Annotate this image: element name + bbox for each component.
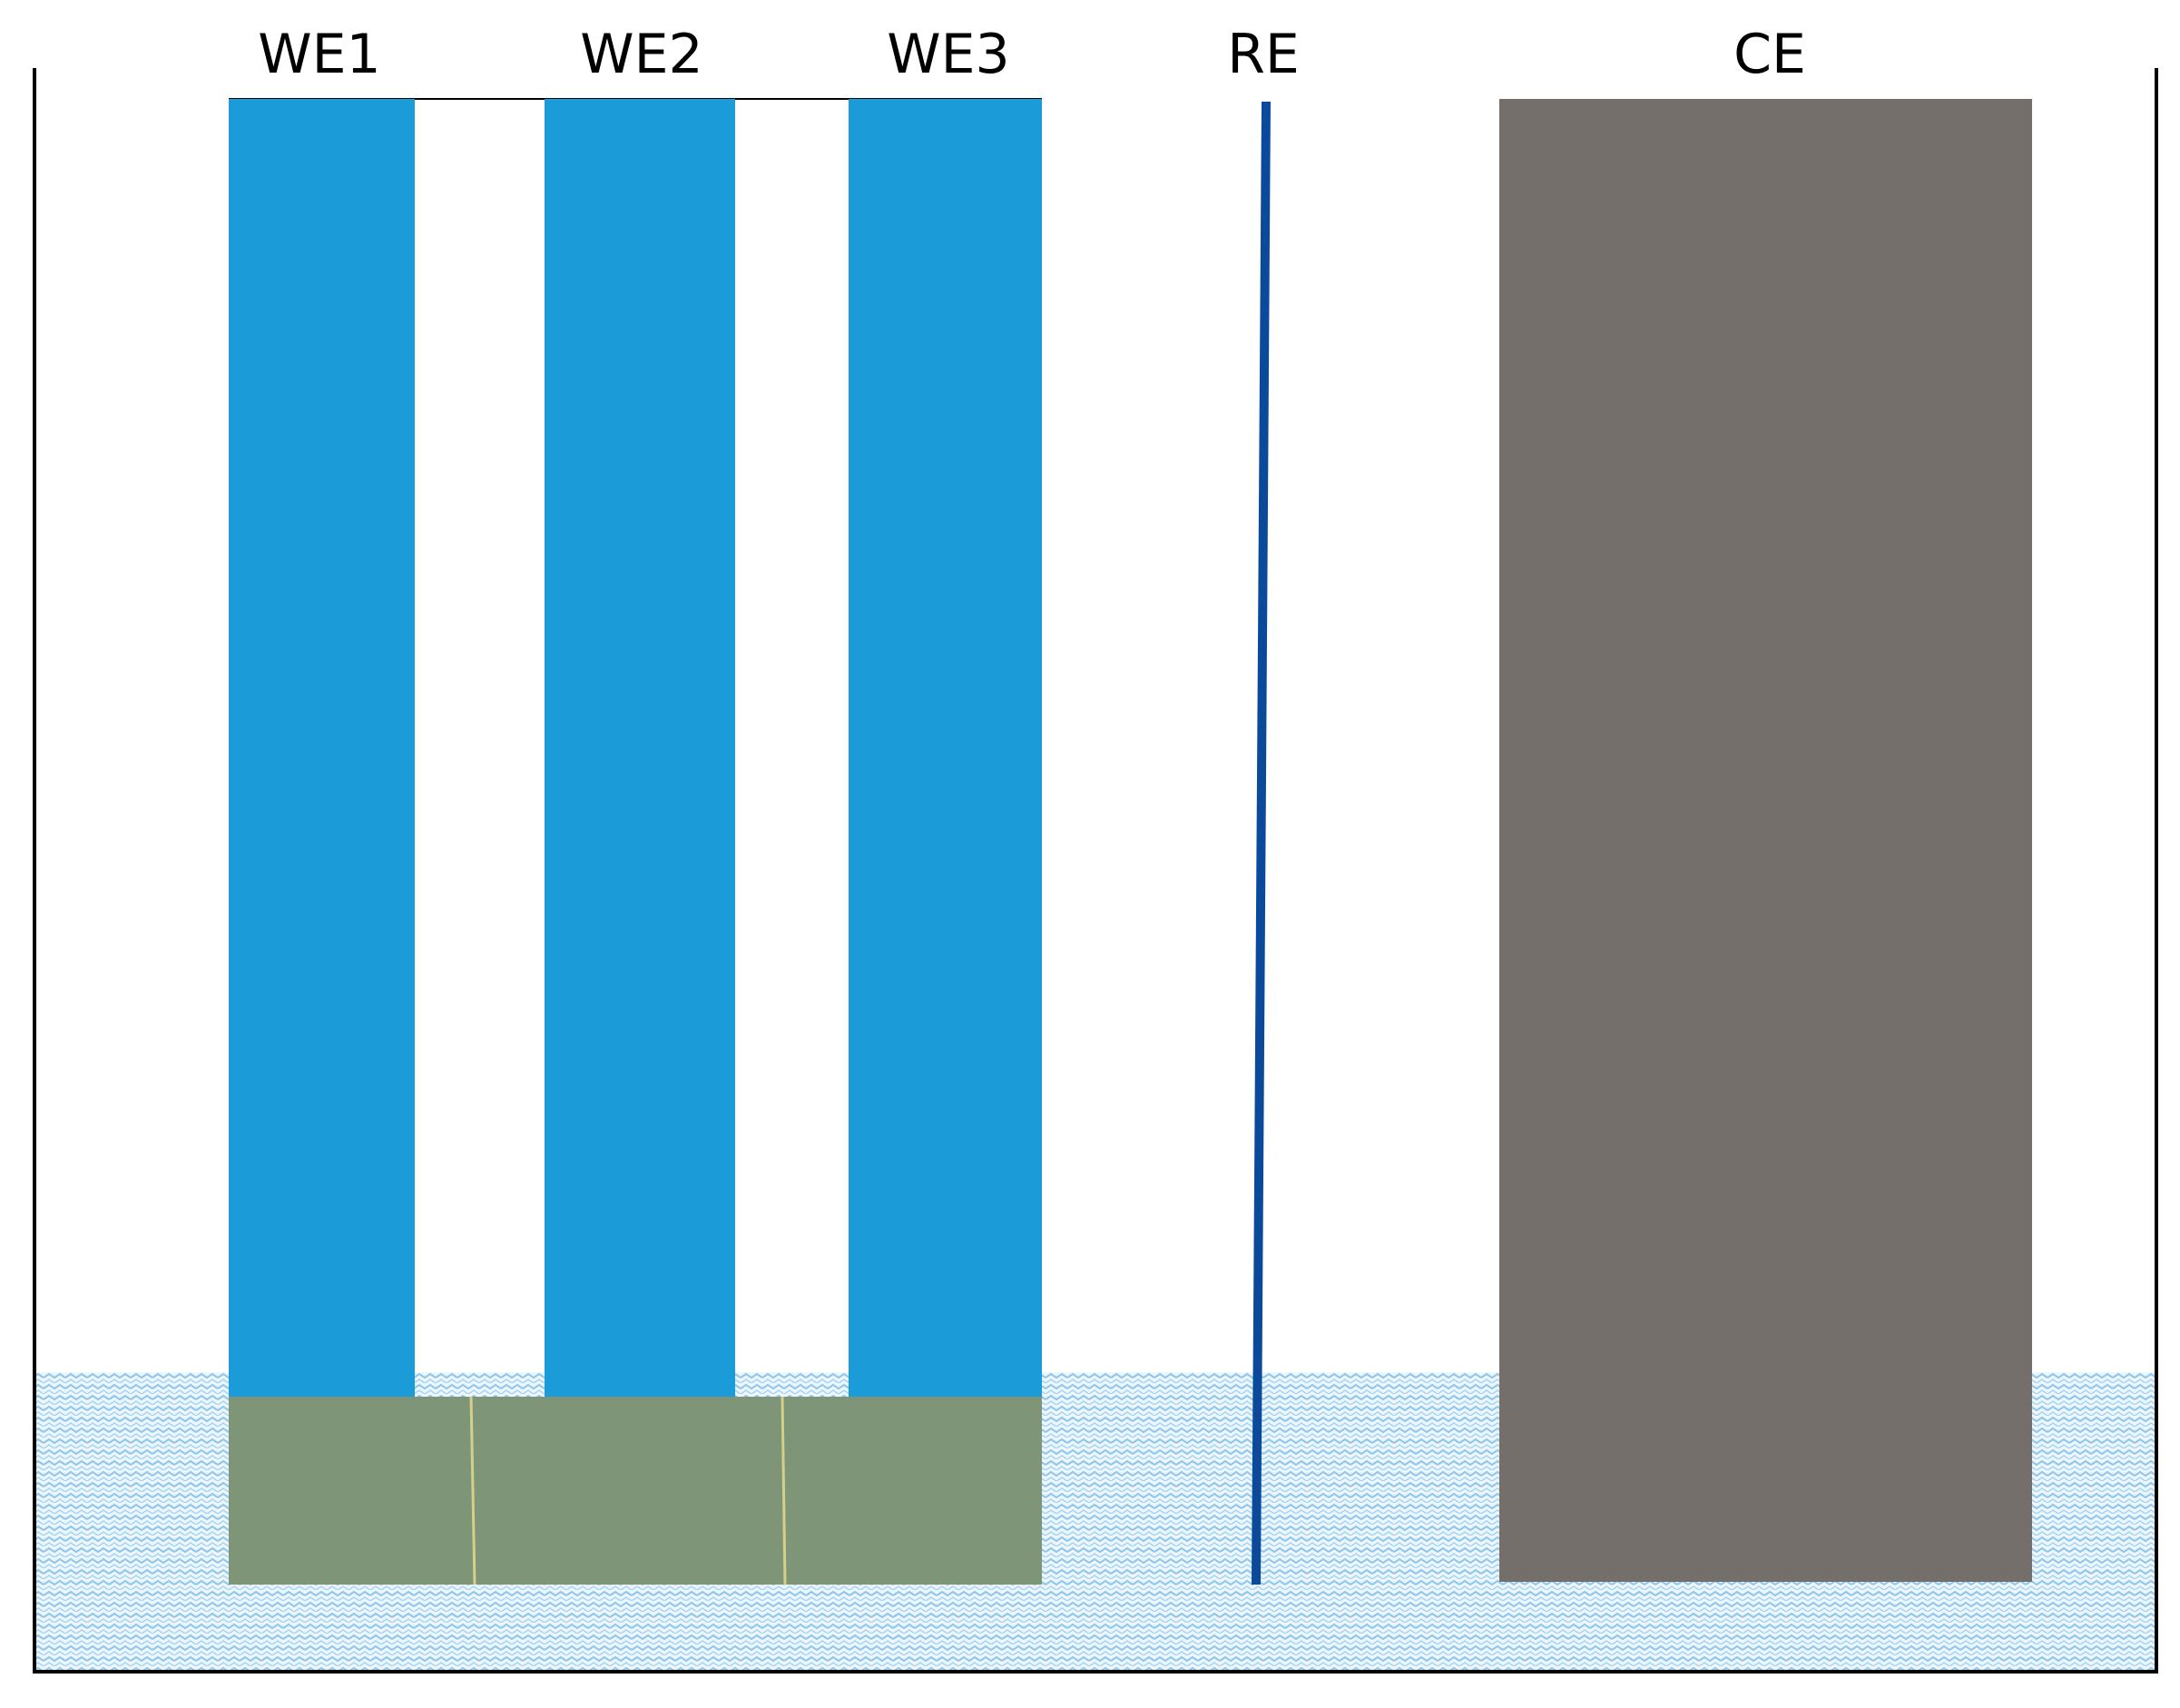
we3-label: WE3 — [887, 23, 1009, 86]
coated-section — [229, 1397, 1042, 1585]
we2-electrode — [545, 99, 735, 1397]
we2-label: WE2 — [580, 23, 702, 86]
we3-electrode — [849, 99, 1042, 1397]
reference-electrode — [1252, 101, 1271, 1585]
we1-label: WE1 — [258, 23, 380, 86]
counter-electrode — [1499, 99, 2032, 1582]
re-label: RE — [1227, 23, 1300, 86]
ce-label: CE — [1733, 23, 1806, 86]
coating-divider-1 — [469, 1396, 476, 1585]
we1-electrode — [229, 99, 415, 1397]
coating-divider-2 — [781, 1396, 787, 1585]
container — [33, 68, 2158, 1674]
